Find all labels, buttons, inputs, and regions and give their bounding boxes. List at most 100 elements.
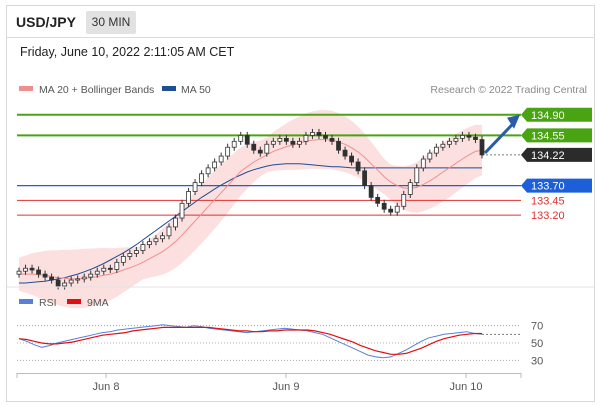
candle-body — [303, 135, 309, 142]
candle-body — [407, 182, 413, 195]
candle-body — [218, 155, 224, 163]
candle-body — [166, 226, 172, 237]
candle-body — [231, 140, 237, 148]
ma9-legend-swatch — [67, 299, 81, 304]
candle — [81, 273, 87, 283]
ma20-legend-swatch — [19, 86, 33, 91]
candle — [16, 267, 22, 278]
candle — [427, 149, 433, 163]
rsi-grid: 70 50 30 — [17, 321, 543, 367]
x-axis-line — [17, 373, 521, 374]
level-133-70-tag: 133.70 — [521, 178, 592, 193]
candle — [114, 258, 120, 273]
candle-body — [160, 235, 165, 240]
candle-body — [192, 182, 198, 192]
candle-body — [133, 250, 139, 254]
candle — [62, 279, 68, 290]
candle — [160, 232, 165, 243]
symbol-label: USD/JPY — [16, 14, 76, 30]
bollinger-band-area — [19, 110, 482, 309]
candle-body — [81, 276, 87, 280]
candle — [186, 187, 191, 207]
rsi-lines — [18, 324, 521, 359]
candle-body — [433, 146, 439, 154]
candle-body — [179, 202, 185, 219]
level-134-55-tag: 134.55 — [521, 128, 592, 143]
candle-body — [323, 135, 328, 139]
candle — [205, 164, 211, 178]
candle-body — [381, 202, 387, 210]
candle-body — [36, 269, 41, 275]
chart-frame: USD/JPY 30 MIN Friday, June 10, 2022 2:1… — [6, 5, 595, 402]
candle — [23, 264, 28, 275]
candle — [264, 140, 270, 157]
candle-body — [127, 253, 133, 257]
candle — [277, 134, 283, 145]
candle — [466, 131, 472, 141]
timeframe-badge[interactable]: 30 MIN — [86, 11, 136, 34]
candle — [251, 140, 257, 154]
level-labels: 134.90 134.55 134.22 133.70 133.45 133.20 — [521, 107, 592, 222]
candle-body — [394, 205, 400, 213]
candle-body — [349, 155, 354, 163]
candle — [446, 137, 452, 148]
candle — [42, 270, 48, 281]
candle — [257, 146, 263, 157]
candle-body — [290, 140, 296, 145]
candle — [420, 155, 426, 172]
rsi-legend-label: RSI — [39, 297, 57, 309]
candle — [153, 235, 159, 246]
candle-body — [173, 217, 178, 228]
level-134-90-tag: 134.90 — [521, 107, 592, 122]
candle — [270, 137, 276, 148]
ma50-legend-label: MA 50 — [181, 84, 211, 96]
x-tick-label: Jun 8 — [93, 381, 120, 393]
candle-body — [368, 185, 374, 198]
ma9-legend-label: 9MA — [87, 297, 109, 309]
candle — [323, 131, 328, 142]
candle-body — [388, 208, 394, 213]
candle — [336, 137, 341, 154]
candle-body — [401, 194, 407, 207]
candle — [244, 131, 250, 148]
candle-body — [42, 273, 48, 278]
candle-body — [375, 197, 381, 204]
candle — [440, 140, 446, 151]
candle — [101, 264, 107, 275]
candle-body — [414, 167, 420, 184]
candle — [283, 134, 289, 145]
level-134-22-tag: 134.22 — [521, 147, 592, 162]
candle-body — [153, 238, 159, 243]
level-134-90-label: 134.90 — [531, 110, 565, 122]
candles — [16, 128, 485, 290]
candle — [75, 275, 81, 284]
candle-body — [238, 135, 244, 142]
candle-body — [140, 244, 146, 251]
candle-body — [186, 191, 191, 204]
candle — [94, 267, 100, 278]
projection-arrow-head — [507, 114, 520, 129]
candle — [127, 249, 133, 260]
candle — [290, 137, 296, 148]
candle — [179, 199, 185, 222]
candle — [49, 273, 55, 284]
ma20-line — [19, 139, 483, 280]
level-134-55-label: 134.55 — [531, 130, 565, 142]
level-133-45-label: 133.45 — [531, 195, 565, 207]
rsi-legend-swatch — [19, 299, 33, 304]
candle — [349, 152, 354, 166]
candle — [433, 143, 439, 157]
candle-body — [147, 241, 152, 246]
candle-body — [75, 278, 81, 281]
candle-body — [440, 143, 446, 148]
candle — [238, 131, 244, 145]
ma50-line — [19, 163, 482, 284]
candle-body — [479, 139, 485, 156]
candle — [342, 146, 348, 160]
candle-body — [460, 135, 465, 139]
candle — [120, 252, 126, 266]
candle — [88, 270, 94, 281]
candle-body — [205, 167, 211, 175]
candle-body — [283, 137, 289, 142]
